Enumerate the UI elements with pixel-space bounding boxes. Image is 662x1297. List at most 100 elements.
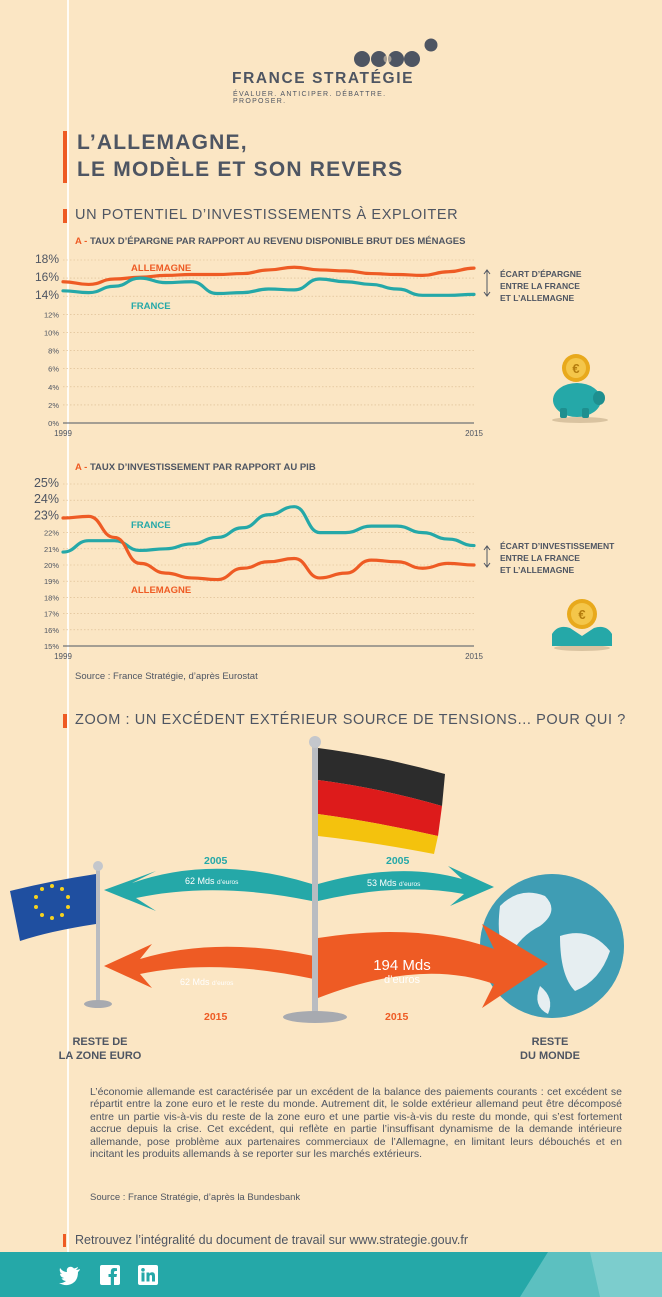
page-title-line1: L’ALLEMAGNE, xyxy=(77,131,248,154)
gap-arrow-head-top xyxy=(483,269,491,275)
y-tick-label: 23% xyxy=(34,508,59,522)
chart1-annotation-line2: ENTRE LA FRANCE xyxy=(500,281,580,291)
x-tick-label: 2015 xyxy=(465,652,483,661)
source-bundesbank: Source : France Stratégie, d’après la Bu… xyxy=(90,1192,301,1203)
svg-text:€: € xyxy=(572,361,579,376)
label-rest-world-line1: RESTE xyxy=(531,1036,569,1048)
x-tick-label: 2015 xyxy=(465,429,483,438)
section1-title: UN POTENTIEL D’INVESTISSEMENTS À EXPLOIT… xyxy=(75,207,459,223)
x-tick-label: 1999 xyxy=(54,652,72,661)
series-label-france: FRANCE xyxy=(131,301,171,312)
amount-2015-world: 194 Mds d’euros xyxy=(368,957,436,986)
section2-title: ZOOM : UN EXCÉDENT EXTÉRIEUR SOURCE DE T… xyxy=(75,712,626,728)
series-line-allemagne xyxy=(61,514,476,582)
label-rest-euro-zone-line2: LA ZONE EURO xyxy=(58,1050,142,1062)
year-2015-right: 2015 xyxy=(385,1011,409,1023)
chart1-subtitle: A - TAUX D’ÉPARGNE PAR RAPPORT AU REVENU… xyxy=(75,236,465,247)
section1-accent-bar xyxy=(63,209,67,223)
svg-text:€: € xyxy=(578,607,585,622)
series-line-france xyxy=(61,505,476,554)
arrow-2005-world xyxy=(318,866,494,906)
chart1-annotation-line1: ÉCART D’ÉPARGNE xyxy=(500,269,582,279)
amount-2005-euro-zone-value: 62 Mds xyxy=(185,876,215,886)
chart1-prefix: A - xyxy=(75,236,88,247)
y-tick-label: 2% xyxy=(48,401,59,410)
twitter-icon[interactable] xyxy=(58,1265,82,1287)
page-title-line2: LE MODÈLE ET SON REVERS xyxy=(77,158,404,181)
series-line-france xyxy=(61,276,476,297)
german-flag-icon xyxy=(318,748,445,854)
savings-rate-chart: 0% 2% 4% 6% 8% 10% 12% 14% 16% 18% 1999 2015 ALLEMAG… xyxy=(35,252,491,438)
title-accent-bar xyxy=(63,131,67,183)
chart2-annotation-line2: ENTRE LA FRANCE xyxy=(500,553,580,563)
year-2005-left: 2005 xyxy=(204,855,228,867)
series-label-allemagne: ALLEMAGNE xyxy=(131,263,191,274)
explanation-paragraph: L’économie allemande est caractérisée pa… xyxy=(90,1086,622,1161)
year-2015-left: 2015 xyxy=(204,1011,228,1023)
y-tick-label: 16% xyxy=(44,626,59,635)
y-tick-label: 18% xyxy=(35,252,59,266)
amount-2015-euro-zone: 62 Mds d’euros xyxy=(180,977,233,987)
x-tick-label: 1999 xyxy=(54,429,72,438)
piggy-bank-icon: € xyxy=(552,354,608,423)
y-tick-label: 6% xyxy=(48,365,59,374)
label-rest-euro-zone-line1: RESTE DE xyxy=(72,1036,128,1048)
series-label-france: FRANCE xyxy=(131,520,171,531)
y-tick-label: 16% xyxy=(35,270,59,284)
hands-with-coin-icon: € xyxy=(552,599,612,651)
y-tick-label: 20% xyxy=(44,561,59,570)
logo-dots-icon xyxy=(354,38,438,67)
page-title: L’ALLEMAGNE, LE MODÈLE ET SON REVERS xyxy=(77,129,403,183)
footer-link-text[interactable]: Retrouvez l’intégralité du document de t… xyxy=(75,1233,469,1247)
chart2-subtitle: A - TAUX D’INVESTISSEMENT PAR RAPPORT AU… xyxy=(75,462,316,473)
y-tick-label: 4% xyxy=(48,383,59,392)
trade-flows-illustration xyxy=(10,736,624,1023)
amount-2005-euro-zone: 62 Mds d’euros xyxy=(185,876,238,886)
y-tick-label: 10% xyxy=(44,328,59,337)
y-tick-label: 14% xyxy=(35,288,59,302)
y-tick-label: 15% xyxy=(44,642,59,651)
chart1-title: TAUX D’ÉPARGNE PAR RAPPORT AU REVENU DIS… xyxy=(89,236,466,247)
facebook-icon[interactable] xyxy=(100,1265,120,1285)
linkedin-icon[interactable] xyxy=(138,1265,158,1285)
y-tick-label: 19% xyxy=(44,577,59,586)
y-tick-label: 18% xyxy=(44,593,59,602)
amount-2015-world-value: 194 Mds xyxy=(373,957,431,974)
amount-2005-world-value: 53 Mds xyxy=(367,878,397,888)
amount-2005-world: 53 Mds d’euros xyxy=(367,878,420,888)
label-rest-euro-zone: RESTE DE LA ZONE EURO xyxy=(40,1035,160,1063)
label-rest-world: RESTE DU MONDE xyxy=(490,1035,610,1063)
gap-arrow-head-bottom xyxy=(483,291,491,297)
section2-accent-bar xyxy=(63,714,67,728)
y-tick-label: 25% xyxy=(34,476,59,490)
arrow-2015-euro-zone xyxy=(104,944,314,988)
logo-tagline: ÉVALUER. ANTICIPER. DÉBATTRE. PROPOSER. xyxy=(233,91,387,105)
y-tick-label: 8% xyxy=(48,347,59,356)
arrow-2005-euro-zone xyxy=(104,868,312,911)
y-tick-label: 0% xyxy=(48,419,59,428)
series-label-allemagne: ALLEMAGNE xyxy=(131,585,191,596)
logo-name: FRANCE STRATÉGIE xyxy=(232,70,415,87)
y-tick-label: 12% xyxy=(44,310,59,319)
footer-accent-bar xyxy=(63,1234,66,1247)
series-line-allemagne xyxy=(61,265,476,287)
arrow-2015-world xyxy=(318,924,548,1008)
year-2005-right: 2005 xyxy=(386,855,410,867)
gap-arrow-head-bottom xyxy=(483,562,491,568)
y-tick-label: 21% xyxy=(44,545,59,554)
chart2-title: TAUX D’INVESTISSEMENT PAR RAPPORT AU PIB xyxy=(89,462,316,473)
gap-arrow-head-top xyxy=(483,545,491,551)
amount-2005-euro-zone-unit: d’euros xyxy=(217,879,239,886)
amount-2015-euro-zone-value: 62 Mds xyxy=(180,977,210,987)
investment-rate-chart: 15% 16% 17% 18% 19% 20% 21% 22% 23% 24% 25% 1999 201… xyxy=(34,476,491,661)
amount-2015-euro-zone-unit: d’euros xyxy=(212,980,234,987)
chart2-prefix: A - xyxy=(75,462,88,473)
y-tick-label: 17% xyxy=(44,610,59,619)
chart1-annotation-line3: ET L’ALLEMAGNE xyxy=(500,293,575,303)
chart1-annotation: ÉCART D’ÉPARGNE ENTRE LA FRANCE ET L’ALL… xyxy=(500,268,582,304)
chart2-annotation-line1: ÉCART D’INVESTISSEMENT xyxy=(500,541,615,551)
y-tick-label: 24% xyxy=(34,492,59,506)
label-rest-world-line2: DU MONDE xyxy=(520,1050,580,1062)
chart2-annotation-line3: ET L’ALLEMAGNE xyxy=(500,565,575,575)
source-eurostat: Source : France Stratégie, d’après Euros… xyxy=(75,671,258,682)
